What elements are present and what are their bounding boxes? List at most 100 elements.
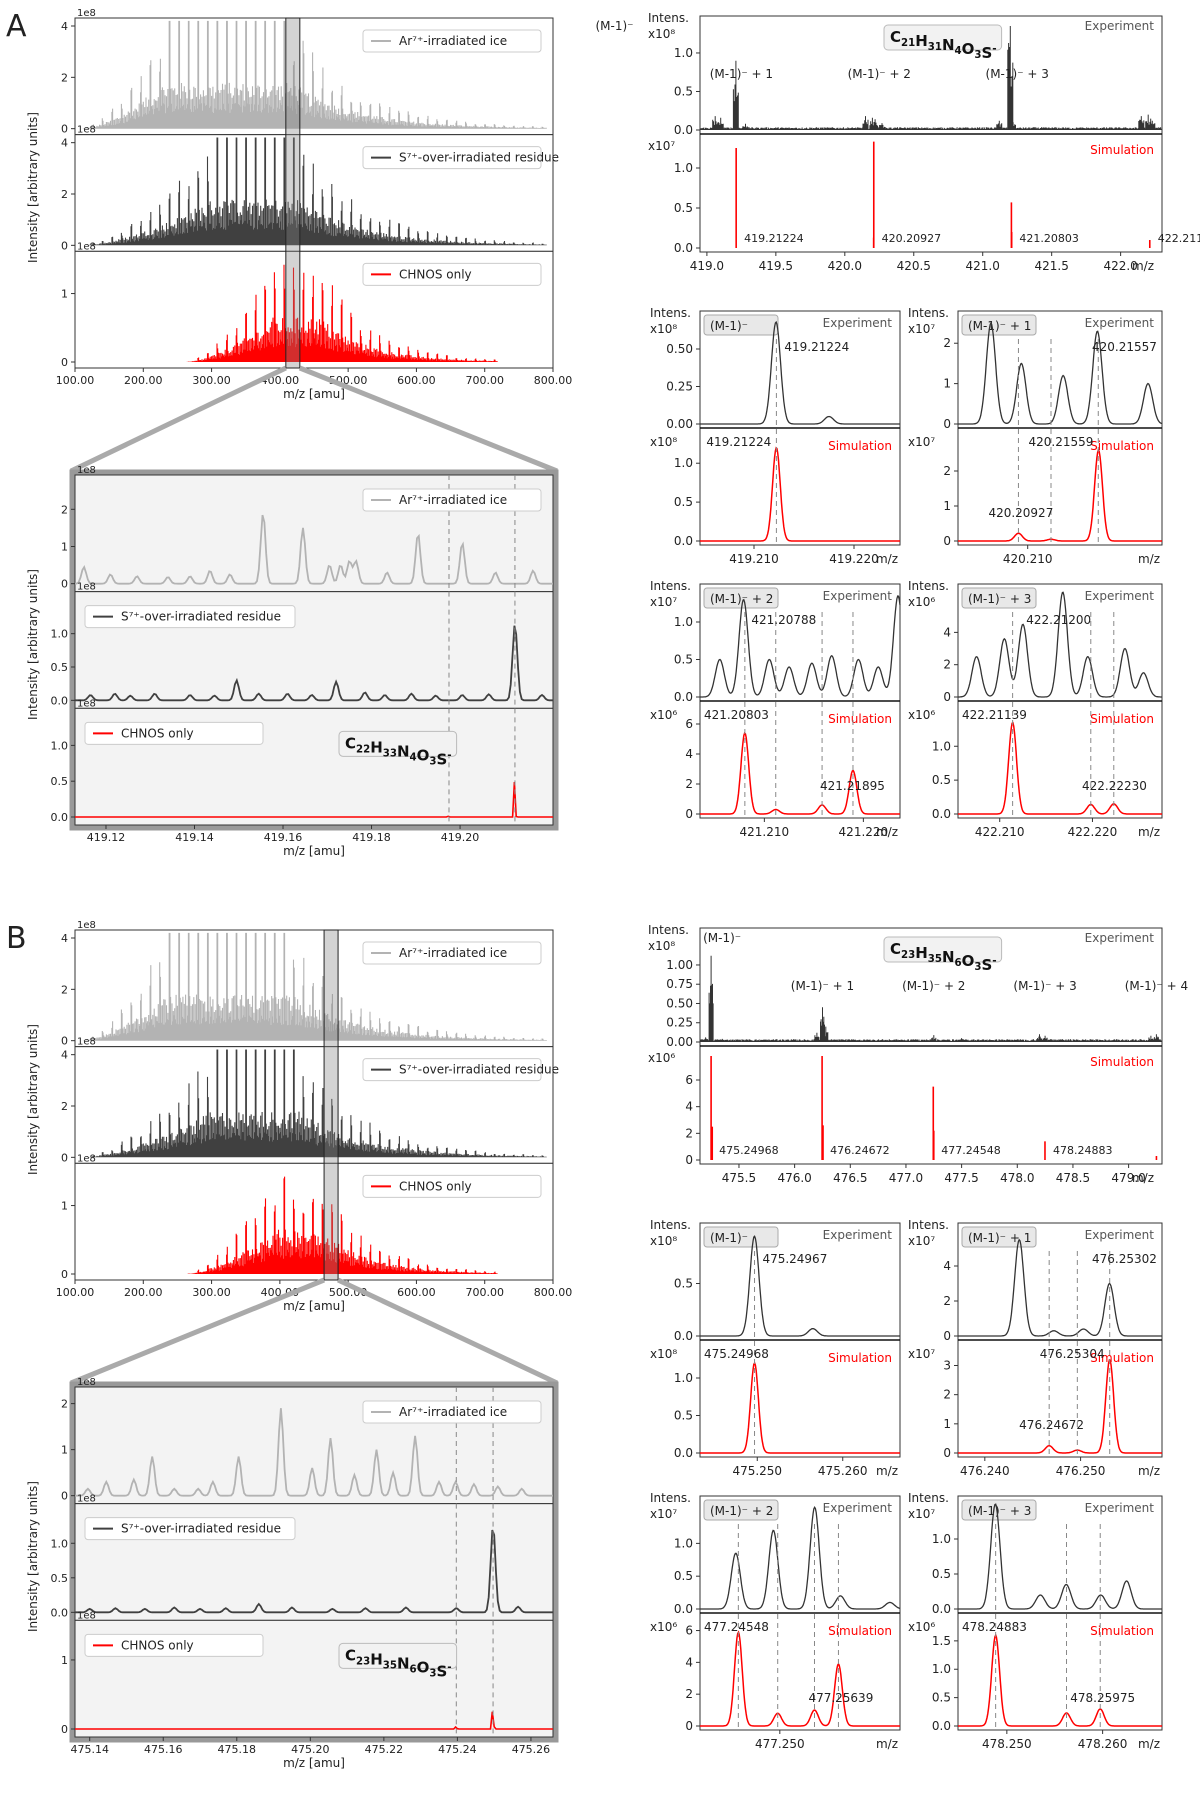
legend-label: Ar⁷⁺-irradiated ice xyxy=(399,493,507,507)
x-tick-label: 421.210 xyxy=(740,825,790,839)
formula-sub: 35 xyxy=(928,954,942,965)
formula-el: C xyxy=(345,734,356,752)
y-tick-label: 0.25 xyxy=(666,380,693,394)
isotope-tag: (M-1)⁻ + 1 xyxy=(968,1231,1031,1245)
y-tick-label: 4 xyxy=(685,1100,693,1114)
legend-frame xyxy=(84,1633,264,1657)
experiment-line xyxy=(700,595,901,698)
y-tick-label: 3 xyxy=(943,1359,951,1373)
legend: Ar⁷⁺-irradiated ice xyxy=(362,1400,542,1424)
scale-label: 1e8 xyxy=(77,1610,96,1621)
experiment-line xyxy=(958,321,1163,425)
experiment-label: Experiment xyxy=(823,589,893,603)
simulation-label: Simulation xyxy=(828,1624,892,1638)
formula-el: O xyxy=(962,952,975,970)
experiment-line xyxy=(958,591,1162,698)
legend-frame xyxy=(362,146,542,170)
y-tick-label: 0.5 xyxy=(51,1572,69,1585)
peak-value-label: 476.25304 xyxy=(1040,1347,1105,1361)
legend: CHNOS only xyxy=(362,1174,542,1198)
y-tick-label: 4 xyxy=(61,137,68,150)
peak-value-label: 419.21224 xyxy=(744,232,804,245)
formula-el: C xyxy=(890,940,901,958)
spectrum-line xyxy=(75,1408,553,1497)
scale-label: x10⁶ xyxy=(650,708,677,722)
y-tick-label: 1 xyxy=(943,377,951,391)
x-tick-label: 476.0 xyxy=(777,1171,811,1185)
formula-box: C21H31N4O3S-C21H31N4O3S- xyxy=(883,24,1003,62)
y-tick-label: 0.0 xyxy=(51,811,69,824)
formula-el: H xyxy=(915,944,928,962)
y-tick-label: 0.5 xyxy=(674,84,693,98)
zoom-subplot-ar: 1e8 0 1 2 Ar⁷⁺-irradiated ice xyxy=(61,1377,554,1505)
y-tick-label: 0.75 xyxy=(666,977,693,991)
peak-value-label: 477.25639 xyxy=(808,1691,873,1705)
formula-rendered: C23H35N6O3S- xyxy=(345,1646,452,1680)
y-tick-label: 1 xyxy=(943,1417,951,1431)
peak-value-label: 475.24968 xyxy=(704,1347,769,1361)
tag-frame xyxy=(703,314,779,336)
simulation-line xyxy=(700,446,900,542)
zoom-frame xyxy=(69,1381,559,1743)
isotope-peak-label: (M-1)⁻ + 1 xyxy=(791,979,854,993)
isotope-zoom-0: Intens. x10⁸ x10⁸ (M-1)⁻ Experiment Simulatio… xyxy=(650,1218,901,1478)
y-tick-label: 6 xyxy=(685,717,693,731)
x-tick-label: 475.26 xyxy=(512,1743,551,1756)
legend-frame xyxy=(84,1517,296,1541)
scale-label: x10⁶ xyxy=(650,1620,677,1634)
y-tick-label: 0.0 xyxy=(51,694,69,707)
isotope-peak-label: (M-1)⁻ + 4 xyxy=(1125,979,1188,993)
y-tick-label: 0.5 xyxy=(674,1569,693,1583)
x-tick-label: 419.14 xyxy=(175,831,214,844)
isotope-zoom-1: Intens. x10⁷ x10⁷ (M-1)⁻ + 1 Experiment Simul… xyxy=(908,1218,1163,1478)
x-tick-label: 475.22 xyxy=(365,1743,404,1756)
y-tick-label: 0.0 xyxy=(674,1446,693,1460)
y-tick-label: 1.0 xyxy=(674,1371,693,1385)
simulation-label: Simulation xyxy=(828,439,892,453)
scale-label: x10⁷ xyxy=(650,1507,677,1521)
formula-el: N xyxy=(942,36,955,54)
legend: S⁷⁺-over-irradiated residue xyxy=(362,146,559,170)
x-tick-label: 419.16 xyxy=(264,831,303,844)
x-tick-label: 419.5 xyxy=(759,259,793,273)
x-axis-unit: m/z xyxy=(1132,1171,1154,1185)
formula-sub: 35 xyxy=(383,1660,397,1671)
isotope-tag: (M-1)⁻ + 3 xyxy=(968,1504,1031,1518)
experiment-peaks xyxy=(699,26,1163,130)
legend-label: CHNOS only xyxy=(121,1638,194,1652)
formula-box: C22H33N4O3S-C22H33N4O3S- xyxy=(338,730,458,768)
y-tick-label: 6 xyxy=(685,1073,693,1087)
y-tick-label: 1.0 xyxy=(674,615,693,629)
formula-sub: 4 xyxy=(955,46,962,57)
y-tick-label: 1 xyxy=(61,1654,68,1667)
x-tick-label: 800.00 xyxy=(534,374,573,387)
isotope-peak-label: (M-1)⁻ xyxy=(703,931,741,945)
y-tick-label: 0 xyxy=(685,1153,693,1167)
x-tick-label: 479.0 xyxy=(1111,1171,1145,1185)
formula-sup: - xyxy=(992,955,996,967)
experiment-line xyxy=(700,320,900,425)
y-tick-label: 0 xyxy=(61,123,68,136)
x-tick-label: 419.210 xyxy=(729,552,779,566)
x-tick-label: 100.00 xyxy=(56,374,95,387)
x-tick-label: 100.00 xyxy=(56,1286,95,1299)
isotope-tag: (M-1)⁻ xyxy=(710,319,748,333)
x-tick-label: 200.00 xyxy=(124,1286,163,1299)
spectrum-peaks xyxy=(83,1049,547,1158)
scale-label: 1e8 xyxy=(77,1494,96,1505)
isotope-tag: (M-1)⁻ + 3 xyxy=(968,592,1031,606)
tag-frame xyxy=(961,587,1037,609)
y-tick-label: 2 xyxy=(943,658,951,672)
x-tick-label: 300.00 xyxy=(192,374,231,387)
isotope-full: Intens. x10⁸ x10⁷ Experiment Simulation 0.0 0.… xyxy=(595,11,1200,273)
y-tick-label: 0.00 xyxy=(666,417,693,431)
legend-label: S⁷⁺-over-irradiated residue xyxy=(121,1522,281,1536)
scale-label: x10⁸ xyxy=(650,1347,677,1361)
scale-label: x10⁸ xyxy=(650,322,677,336)
legend-frame xyxy=(362,1400,542,1424)
simulation-line xyxy=(700,731,900,815)
isotope-peak-label: (M-1)⁻ + 3 xyxy=(1013,979,1076,993)
y-tick-label: 0.0 xyxy=(674,1329,693,1343)
y-tick-label: 2 xyxy=(61,71,68,84)
